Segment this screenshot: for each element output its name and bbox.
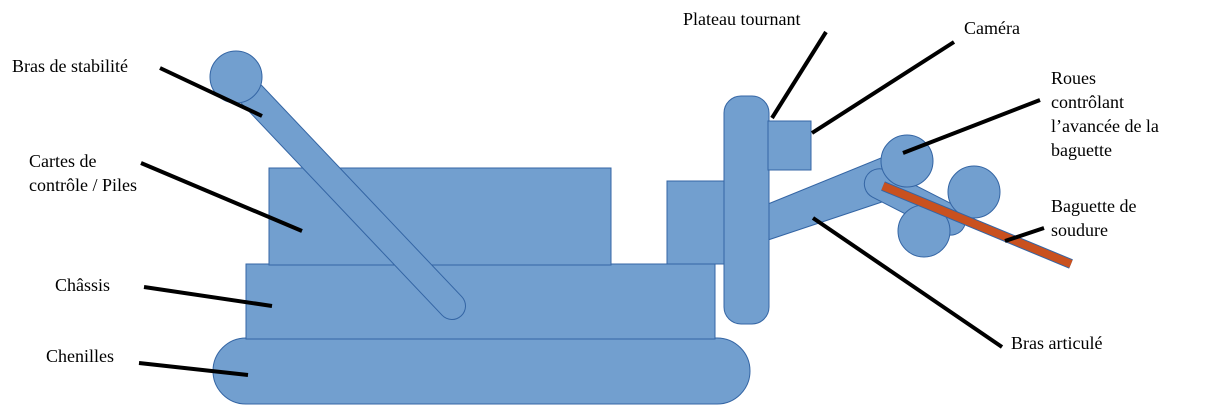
leader-line-articulated-arm <box>811 216 1004 349</box>
leader-line-stability-arm <box>159 66 263 118</box>
label-baguette-line1: Baguette de <box>1051 196 1137 216</box>
label-roues: Roues contrôlant l’avancée de la baguett… <box>1051 66 1159 162</box>
label-chenilles: Chenilles <box>46 346 114 366</box>
label-baguette-line2: soudure <box>1051 220 1108 240</box>
label-roues-line3: l’avancée de la <box>1051 116 1159 136</box>
label-bras-articule: Bras articulé <box>1011 333 1103 353</box>
leader-line-wheels <box>902 98 1041 155</box>
camera-shape <box>767 120 812 171</box>
leader-line-turntable <box>770 30 828 120</box>
label-cartes-controle-line1: Cartes de <box>29 151 97 171</box>
welding-rod-shape <box>881 182 1073 268</box>
label-cartes-controle: Cartes de contrôle / Piles <box>29 149 137 197</box>
leader-line-control-boards <box>140 161 303 233</box>
label-baguette: Baguette de soudure <box>1051 194 1136 242</box>
label-camera: Caméra <box>964 18 1020 38</box>
leader-line-welding-rod <box>1004 226 1045 243</box>
turntable-base-shape <box>666 180 728 265</box>
turntable-shape <box>723 95 770 325</box>
stability-arm-shape <box>223 65 465 319</box>
label-cartes-controle-line2: contrôle / Piles <box>29 175 137 195</box>
tracks-shape <box>212 337 751 405</box>
label-roues-line2: contrôlant <box>1051 92 1124 112</box>
control-boards-box-shape <box>268 167 612 266</box>
label-bras-stabilite: Bras de stabilité <box>12 56 128 76</box>
leader-line-chassis <box>143 285 273 308</box>
leader-line-camera <box>810 40 956 135</box>
chassis-shape <box>245 263 716 340</box>
label-plateau-tournant: Plateau tournant <box>683 9 801 29</box>
wheel-right-shape <box>947 165 1001 219</box>
label-roues-line1: Roues <box>1051 68 1096 88</box>
label-chassis: Châssis <box>55 275 111 295</box>
label-roues-line4: baguette <box>1051 140 1112 160</box>
leader-line-tracks <box>138 361 249 377</box>
